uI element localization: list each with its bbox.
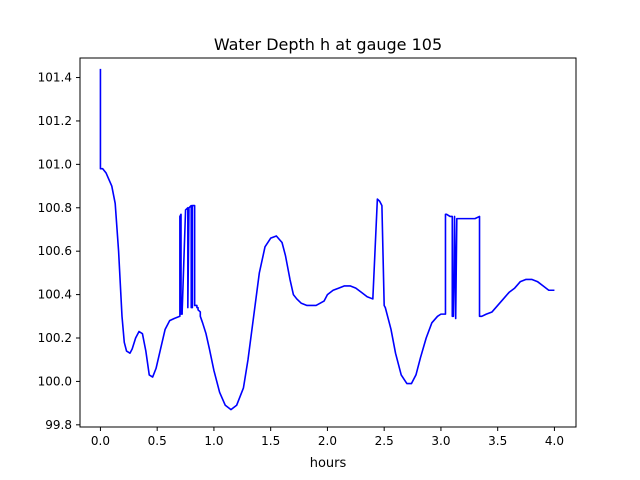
series-line-1 <box>99 68 555 411</box>
x-tick-label: 0.5 <box>148 434 167 448</box>
x-tick-label: 4.0 <box>545 434 564 448</box>
chart-title: Water Depth h at gauge 105 <box>214 35 442 54</box>
y-tick-label: 100.4 <box>38 288 72 302</box>
axes: 0.0 0.5 1.0 1.5 2.0 2.5 3.0 3.5 4.0 99.8 100.0 100.… <box>38 57 577 448</box>
y-tick-label: 99.8 <box>45 418 72 432</box>
y-tick-label: 101.4 <box>38 71 72 85</box>
x-tick-label: 1.0 <box>204 434 223 448</box>
x-tick-label: 2.5 <box>375 434 394 448</box>
y-tick-label: 100.6 <box>38 244 72 258</box>
y-tick-label: 101.2 <box>38 114 72 128</box>
y-tick-label: 100.2 <box>38 331 72 345</box>
x-tick-label: 0.0 <box>91 434 110 448</box>
y-tick-label: 100.8 <box>38 201 72 215</box>
y-tick-label: 100.0 <box>38 374 72 388</box>
axes-frame <box>79 57 577 428</box>
x-axis-label: hours <box>310 456 347 471</box>
x-tick-label: 1.5 <box>261 434 280 448</box>
x-tick-label: 3.5 <box>488 434 507 448</box>
y-tick-label: 101.0 <box>38 157 72 171</box>
x-tick-label: 2.0 <box>318 434 337 448</box>
plot-area <box>99 68 555 411</box>
x-tick-label: 3.0 <box>431 434 450 448</box>
